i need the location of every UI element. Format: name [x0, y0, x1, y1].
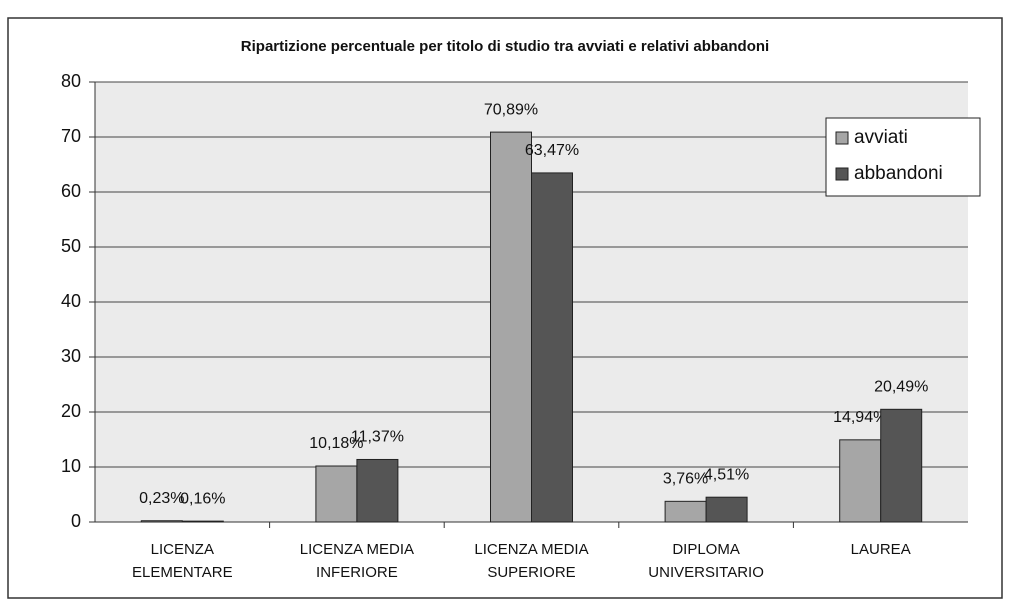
bar — [140, 520, 183, 523]
bar — [880, 408, 923, 523]
x-tick-label: DIPLOMA UNIVERSITARIO — [648, 541, 764, 581]
y-tick-label: 20 — [61, 401, 81, 421]
y-tick-label: 80 — [61, 71, 81, 91]
bar — [705, 496, 748, 523]
bar — [531, 172, 573, 523]
y-tick-label: 50 — [61, 236, 81, 256]
bar — [839, 439, 882, 523]
x-tick-label: LICENZA MEDIA SUPERIORE — [474, 541, 588, 581]
legend-label: abbandoni — [854, 163, 943, 184]
bar — [664, 500, 707, 523]
x-tick-label: LICENZA MEDIA INFERIORE — [300, 541, 414, 581]
y-tick-label: 0 — [71, 511, 81, 531]
y-tick-label: 10 — [61, 456, 81, 476]
value-label: 3,76% — [663, 471, 708, 488]
legend-swatch — [835, 167, 849, 181]
value-label: 10,18% — [309, 435, 363, 452]
legend-box — [825, 117, 981, 197]
bar — [181, 520, 224, 523]
value-label: 14,94% — [833, 409, 887, 426]
value-label: 0,23% — [139, 490, 184, 507]
value-label: 11,37% — [351, 429, 404, 446]
value-label: 20,49% — [874, 379, 928, 396]
y-tick-label: 60 — [61, 181, 81, 201]
bar — [490, 131, 532, 523]
value-label: 4,51% — [704, 466, 749, 483]
value-label: 0,16% — [180, 490, 225, 507]
y-tick-label: 40 — [61, 291, 81, 311]
y-tick-label: 70 — [61, 126, 81, 146]
value-label: 70,89% — [484, 101, 538, 118]
x-tick-label: LAUREA — [851, 541, 911, 558]
chart-title: Ripartizione percentuale per titolo di s… — [241, 38, 769, 55]
bar — [315, 465, 358, 523]
legend-swatch — [835, 131, 849, 145]
x-tick-label: LICENZA ELEMENTARE — [132, 541, 233, 581]
y-tick-label: 30 — [61, 346, 81, 366]
legend-label: avviati — [854, 127, 908, 148]
bar — [356, 458, 399, 523]
value-label: 63,47% — [525, 142, 579, 159]
